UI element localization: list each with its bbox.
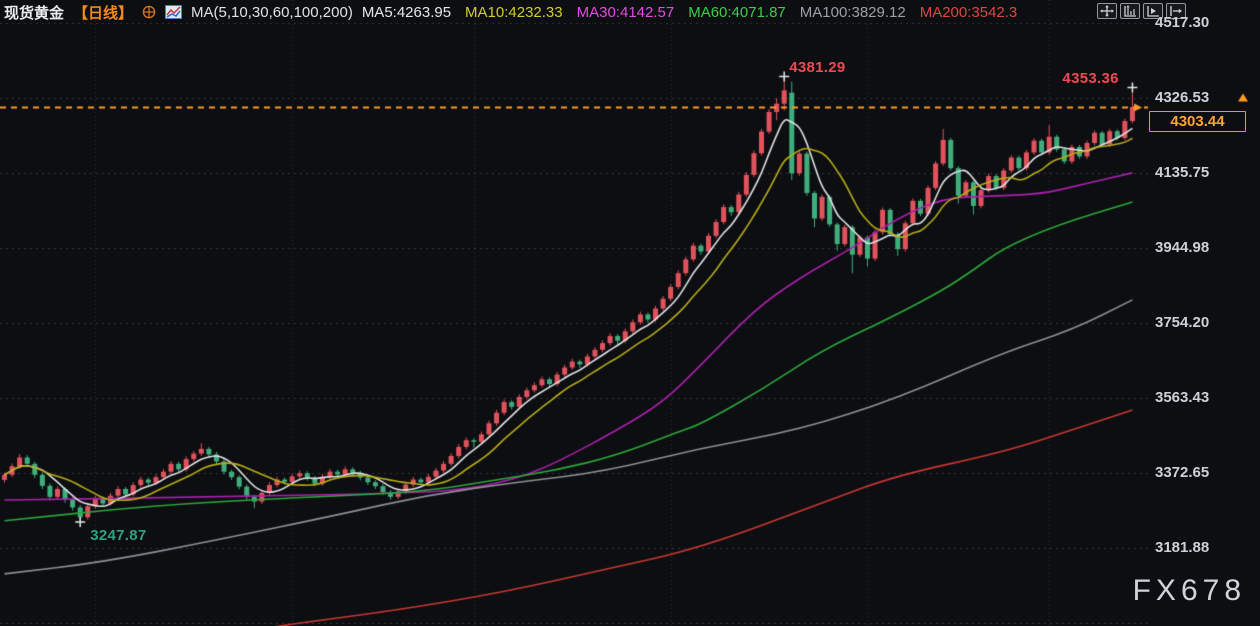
fx678-watermark: FX678 <box>1132 574 1246 607</box>
symbol-name: 现货黄金 <box>4 4 65 22</box>
target-crosshair-icon[interactable] <box>142 5 156 19</box>
price-axis-label: 3563.43 <box>1155 388 1210 406</box>
scroll-to-latest-button[interactable] <box>1143 3 1163 19</box>
move-tool-button[interactable] <box>1097 3 1117 19</box>
shift-right-button[interactable] <box>1166 3 1186 19</box>
price-axis-label: 4135.75 <box>1155 164 1210 181</box>
auto-scale-axis-button[interactable] <box>1120 3 1140 19</box>
ma-legend-item: MA60:4071.87 <box>688 3 786 21</box>
swing-low-label: 3247.87 <box>90 527 147 545</box>
ma-legend-item: MA10:4232.33 <box>465 3 563 21</box>
price-axis-label: 4326.53 <box>1155 88 1210 106</box>
ma-indicator-icon[interactable] <box>165 5 183 19</box>
chart-toolbar <box>1097 3 1186 19</box>
price-axis-label: 3372.65 <box>1155 464 1210 481</box>
ma-legend-item: MA5:4263.95 <box>361 3 452 21</box>
swing-high-label: 4381.29 <box>789 59 846 77</box>
last-price-tag: 4303.44 <box>1149 111 1246 133</box>
ma-params-label: MA(5,10,30,60,100,200) <box>191 3 353 21</box>
last-high-label: 4353.36 <box>1062 70 1119 88</box>
price-axis-label: 4517.30 <box>1155 14 1210 31</box>
ma-legend-item: MA100:3829.12 <box>799 3 906 21</box>
price-axis-label: 3181.88 <box>1155 538 1210 556</box>
ma-legend-item: MA30:4142.57 <box>576 3 675 21</box>
timeframe-label[interactable]: 【日线】 <box>73 4 134 22</box>
ma-legend-values: MA5:4263.95 MA10:4232.33 MA30:4142.57 MA60:… <box>362 4 1017 21</box>
price-axis-label: 3944.98 <box>1155 238 1210 256</box>
price-axis-label: 3754.20 <box>1155 314 1210 331</box>
chart-header: 现货黄金 【日线】 MA(5,10,30,60,100,200) MA5:426… <box>4 2 1017 22</box>
ma-legend-item: MA200:3542.3 <box>919 3 1018 21</box>
